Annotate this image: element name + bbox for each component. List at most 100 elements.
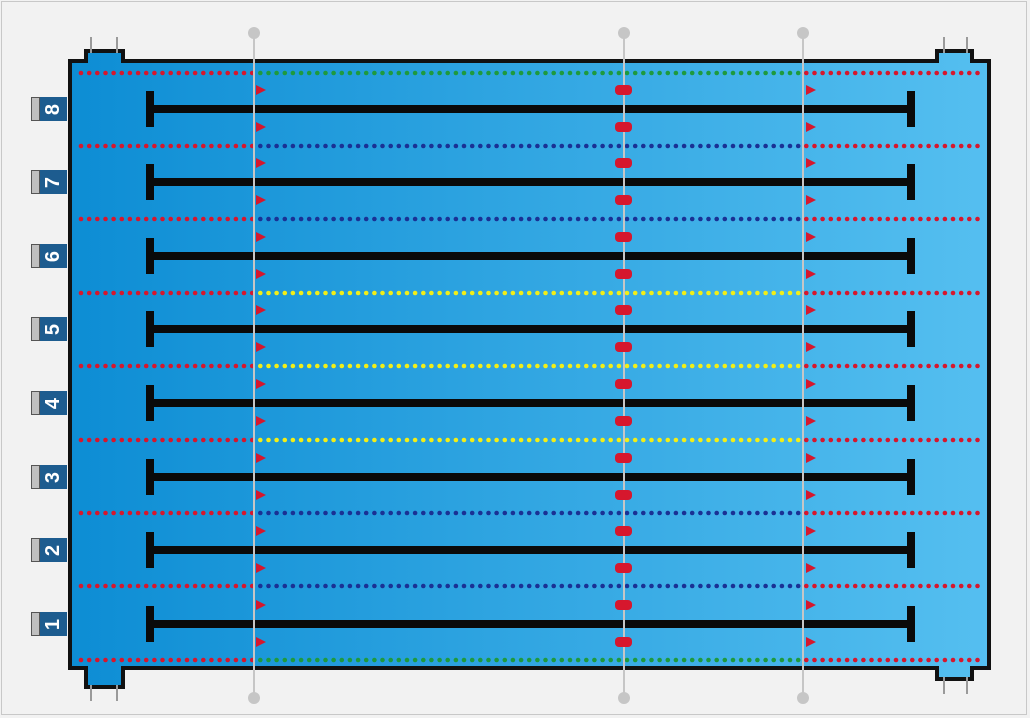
rope-float <box>95 143 100 149</box>
rope-float <box>926 290 931 296</box>
rope-float <box>192 70 198 76</box>
rope-float <box>535 510 540 516</box>
rope-float <box>184 510 190 516</box>
rope-float <box>241 437 247 443</box>
lane-line-t-right <box>907 164 915 200</box>
rope-float <box>201 290 206 296</box>
rounded-float-icon <box>615 416 632 426</box>
rope-float <box>445 657 451 663</box>
rope-float <box>918 70 923 76</box>
lane-rope <box>78 290 980 296</box>
rope-float <box>86 363 92 369</box>
rope-float <box>298 657 304 663</box>
rope-float <box>698 143 703 149</box>
rope-float <box>486 290 491 296</box>
rope-float <box>608 657 613 663</box>
rope-float <box>820 216 825 222</box>
rope-float <box>135 216 141 222</box>
rope-float <box>298 437 304 443</box>
rope-float <box>111 290 116 296</box>
rope-float <box>241 290 247 296</box>
rope-float <box>584 290 589 296</box>
rope-float <box>494 216 499 222</box>
rope-float <box>412 70 418 76</box>
rope-float <box>575 510 581 516</box>
lane-number-label: 6 <box>42 250 64 262</box>
rope-float <box>641 583 646 589</box>
rope-float <box>926 510 931 516</box>
lane-number: 6 <box>40 244 67 268</box>
rope-float <box>135 437 141 443</box>
rope-float <box>209 216 214 222</box>
rope-float <box>380 510 385 516</box>
rope-float <box>551 437 556 443</box>
rope-float <box>282 216 288 222</box>
rope-float <box>698 70 703 76</box>
rope-float <box>918 363 923 369</box>
rope-float <box>486 510 491 516</box>
triangle-flag-icon <box>806 122 816 132</box>
rope-float <box>184 70 190 76</box>
rope-float <box>722 583 728 589</box>
rope-float <box>176 363 182 369</box>
rope-float <box>885 143 891 149</box>
rope-float <box>804 290 809 296</box>
rope-float <box>518 583 524 589</box>
triangle-flag-icon <box>256 85 266 95</box>
rope-float <box>926 363 931 369</box>
rope-float <box>901 216 907 222</box>
rope-float <box>975 437 980 443</box>
rope-float <box>315 216 320 222</box>
rope-float <box>812 437 817 443</box>
rope-float <box>763 510 768 516</box>
rope-float <box>502 437 508 443</box>
rope-float <box>380 70 385 76</box>
rope-float <box>143 70 149 76</box>
rope-float <box>510 70 516 76</box>
rope-float <box>266 437 271 443</box>
rope-float <box>543 363 548 369</box>
rope-float <box>184 583 190 589</box>
rope-float <box>926 583 931 589</box>
lane-number-label: 5 <box>42 323 64 335</box>
rope-float <box>787 583 793 589</box>
rope-float <box>763 657 768 663</box>
rope-float <box>152 216 157 222</box>
rope-float <box>241 143 247 149</box>
rope-float <box>836 363 842 369</box>
triangle-flag-icon <box>806 269 816 279</box>
rope-float <box>323 143 328 149</box>
rope-float <box>967 143 972 149</box>
rope-float <box>804 70 809 76</box>
rope-float <box>975 70 980 76</box>
rope-float <box>918 143 923 149</box>
rope-float <box>526 216 532 222</box>
rope-float <box>510 583 516 589</box>
rope-float <box>201 70 206 76</box>
rope-float <box>388 70 394 76</box>
rope-float <box>730 437 736 443</box>
rounded-float-icon <box>615 600 632 610</box>
rope-float <box>388 290 394 296</box>
rope-float <box>445 216 451 222</box>
rope-float <box>201 657 206 663</box>
rope-float <box>771 70 776 76</box>
rope-float <box>461 143 467 149</box>
rope-float <box>673 510 679 516</box>
rope-float <box>942 70 948 76</box>
rope-float <box>567 290 573 296</box>
rope-float <box>624 70 630 76</box>
rope-float <box>274 70 279 76</box>
triangle-flag-icon <box>806 416 816 426</box>
rope-float <box>478 290 483 296</box>
rope-float <box>828 363 834 369</box>
rope-float <box>168 583 173 589</box>
rope-float <box>844 143 850 149</box>
rope-float <box>95 657 100 663</box>
rope-float <box>885 216 891 222</box>
rope-float <box>608 290 613 296</box>
rope-float <box>795 290 801 296</box>
rope-float <box>372 143 377 149</box>
triangle-flag-icon <box>256 122 266 132</box>
